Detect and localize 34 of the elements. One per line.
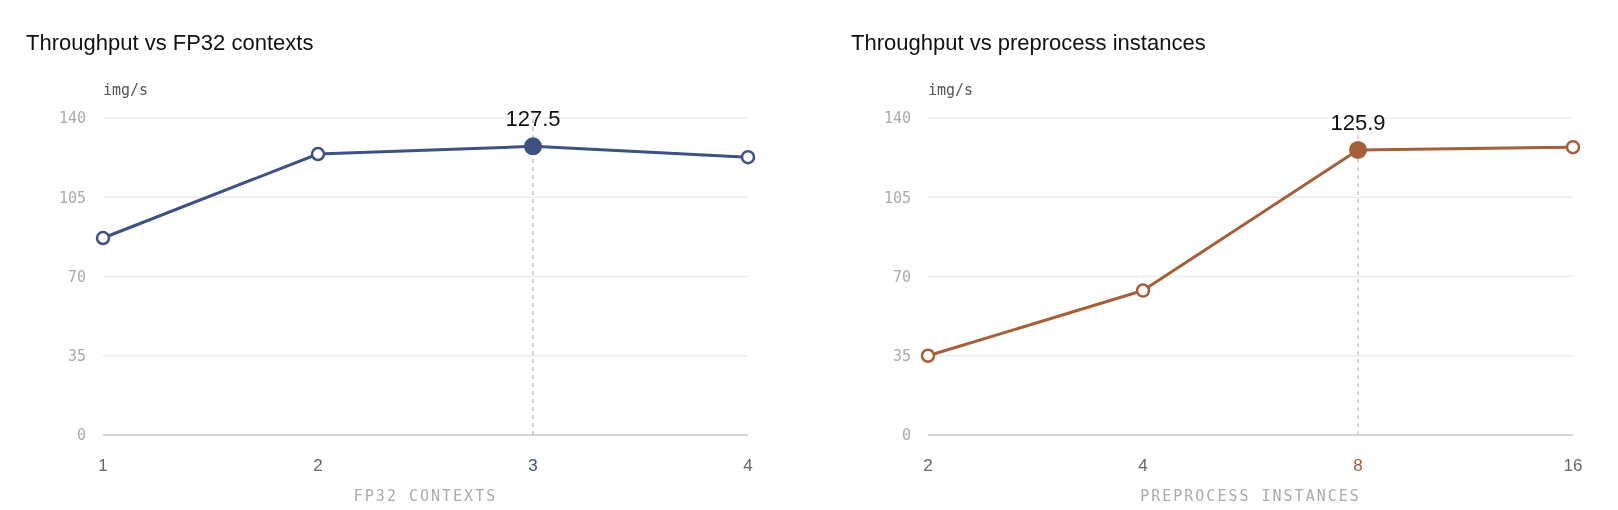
y-tick-label: 140: [58, 109, 86, 128]
chart-title: Throughput vs preprocess instances: [851, 30, 1206, 55]
y-tick-label: 35: [67, 347, 86, 365]
y-tick-label: 105: [883, 188, 911, 207]
y-tick-label: 140: [883, 109, 911, 128]
point: [95, 230, 111, 246]
x-tick-label: 3: [528, 456, 538, 475]
y-tick-label: 70: [67, 267, 86, 286]
x-axis-title: PREPROCESS INSTANCES: [1140, 487, 1361, 505]
x-tick-label: 2: [923, 456, 933, 475]
y-tick-label: 0: [901, 426, 911, 445]
point: [1349, 140, 1367, 159]
point: [524, 137, 542, 156]
y-tick-label: 35: [892, 347, 911, 365]
y-tick-label: 0: [76, 426, 86, 445]
x-tick-label: 4: [743, 456, 753, 475]
point: [1565, 139, 1581, 155]
x-axis-title: FP32 CONTEXTS: [353, 487, 498, 505]
x-tick-label: 2: [313, 456, 323, 475]
data-label: 125.9: [1330, 109, 1386, 135]
point: [740, 149, 756, 165]
chart-title: Throughput vs FP32 contexts: [26, 30, 314, 55]
point: [920, 348, 936, 363]
y-axis-title: img/s: [928, 81, 974, 99]
y-tick-label: 70: [892, 267, 911, 286]
y-axis-title: img/s: [103, 81, 149, 99]
point: [1135, 283, 1151, 298]
x-tick-label: 16: [1563, 456, 1583, 475]
point: [310, 146, 326, 162]
x-tick-label: 4: [1138, 456, 1148, 475]
x-tick-label: 1: [98, 456, 108, 475]
x-tick-label: 8: [1353, 456, 1363, 475]
data-label: 127.5: [505, 106, 561, 132]
y-tick-label: 105: [58, 188, 86, 207]
